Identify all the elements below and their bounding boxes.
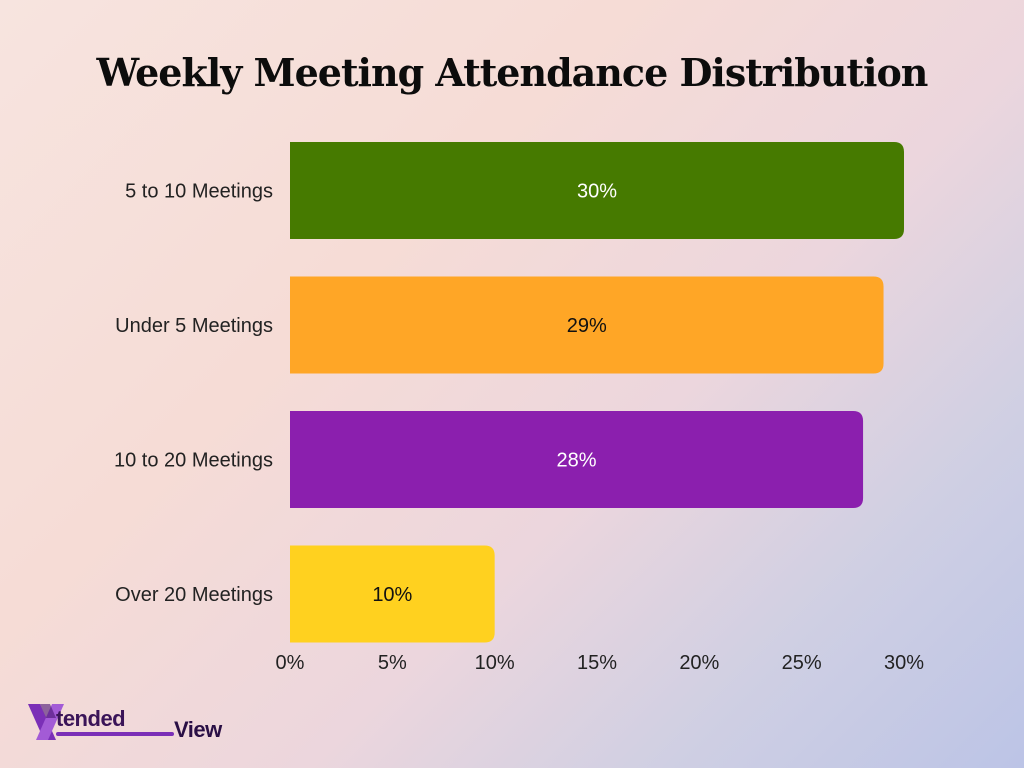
category-label-1: Under 5 Meetings <box>115 315 273 337</box>
logo-x-mark-icon <box>28 704 64 740</box>
category-label-3: Over 20 Meetings <box>115 584 273 606</box>
value-label-3: 10% <box>372 584 412 606</box>
bar-0 <box>290 142 904 239</box>
x-tick-label-0: 0% <box>276 652 305 674</box>
value-labels-group: 30% 29% 28% 10% <box>372 181 617 607</box>
x-tick-label-5: 25% <box>782 652 822 674</box>
value-label-1: 29% <box>567 315 607 337</box>
x-tick-label-6: 30% <box>884 652 924 674</box>
category-labels-group: 5 to 10 Meetings Under 5 Meetings 10 to 20… <box>114 181 273 607</box>
bars-group <box>290 142 904 643</box>
logo-text-tended: tended <box>56 706 126 731</box>
bar-2 <box>290 411 864 508</box>
logo-text-view: View <box>174 717 222 742</box>
x-tick-label-3: 15% <box>577 652 617 674</box>
x-tick-label-1: 5% <box>378 652 407 674</box>
logo-underline <box>56 732 174 736</box>
chart-title: Weekly Meeting Attendance Distribution <box>96 50 929 95</box>
value-label-0: 30% <box>577 181 617 203</box>
value-label-2: 28% <box>557 450 597 472</box>
brand-logo: tended View <box>26 700 226 744</box>
category-label-2: 10 to 20 Meetings <box>114 450 273 472</box>
x-tick-label-2: 10% <box>475 652 515 674</box>
bar-1 <box>290 276 884 374</box>
x-axis-ticks-group: 0% 5% 10% 15% 20% 25% 30% <box>276 652 925 674</box>
category-label-0: 5 to 10 Meetings <box>125 181 273 203</box>
x-tick-label-4: 20% <box>679 652 719 674</box>
bar-3 <box>290 545 495 643</box>
